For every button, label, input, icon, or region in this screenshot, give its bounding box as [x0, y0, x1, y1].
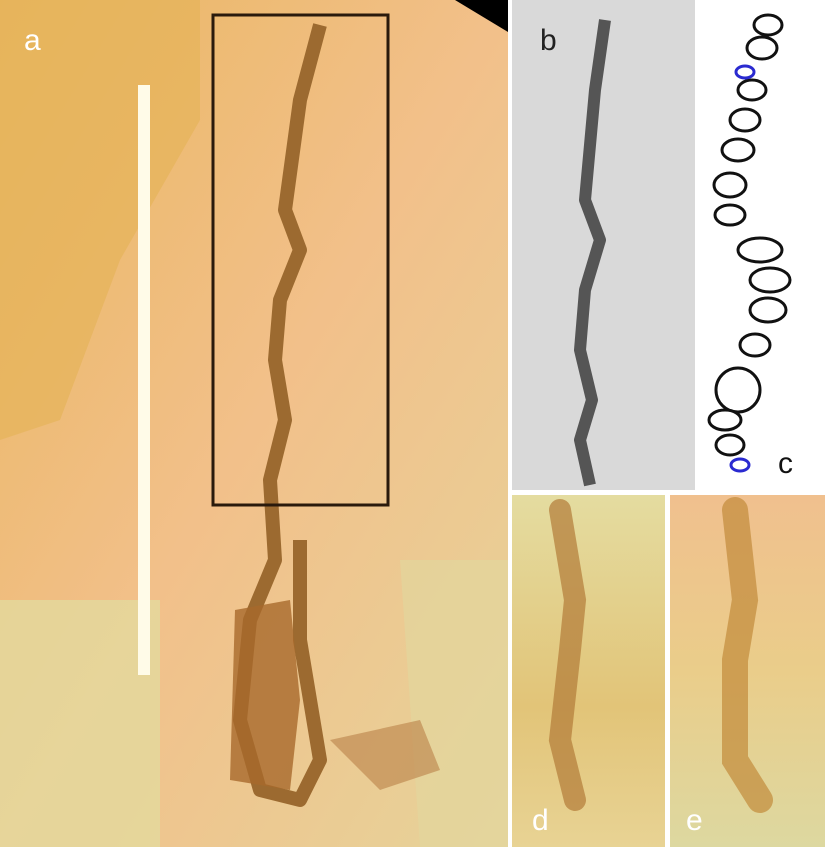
panel-c: c [697, 0, 825, 490]
scale-bar [138, 85, 150, 675]
panel-a: a [0, 0, 508, 847]
panel-background [512, 495, 665, 847]
panel-label: d [532, 804, 549, 837]
figure: a b c d e [0, 0, 825, 847]
texture [0, 600, 160, 847]
panel-label: c [778, 447, 793, 480]
panel-b: b [512, 0, 695, 490]
panel-e: e [670, 495, 825, 847]
panel-d: d [512, 495, 665, 847]
filament [560, 510, 575, 800]
panel-label: e [686, 804, 703, 837]
cell-mass [230, 600, 300, 790]
panel-label: b [540, 24, 557, 57]
panel-label: a [24, 24, 41, 57]
